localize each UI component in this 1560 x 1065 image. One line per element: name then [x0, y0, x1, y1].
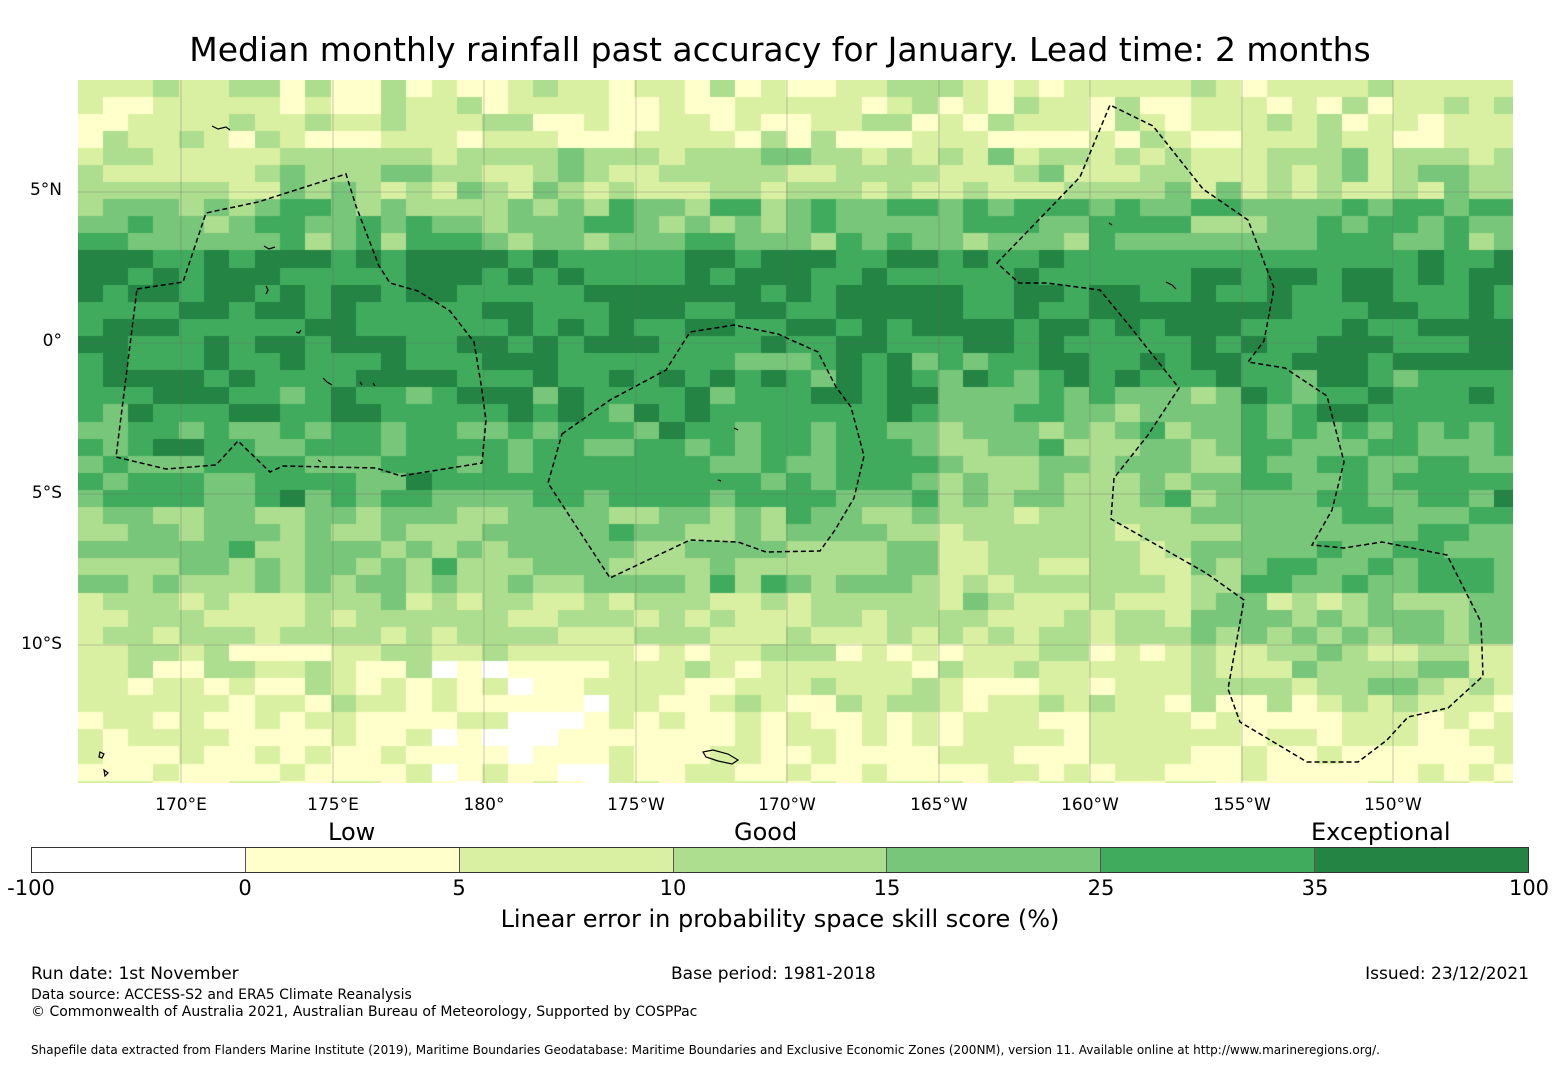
eez-tokelau	[547, 324, 865, 579]
colorbar-title: Linear error in probability space skill …	[500, 905, 1060, 933]
map-title: Median monthly rainfall past accuracy fo…	[189, 30, 1371, 69]
eez-kiribati-gilbert	[115, 173, 487, 477]
tick-label-15: 15	[873, 876, 901, 900]
skill-score-map[interactable]	[78, 80, 1513, 783]
tick-label-100: 100	[1508, 876, 1550, 900]
tick-label-neg100: -100	[7, 876, 55, 900]
lon-label-160w: 160°W	[1061, 795, 1119, 815]
colorbar-segment-2	[245, 848, 460, 872]
colorbar-segment-5	[887, 848, 1102, 872]
run-date: Run date: 1st November	[31, 964, 239, 984]
base-period: Base period: 1981-2018	[671, 964, 876, 984]
tick-label-10: 10	[659, 876, 687, 900]
lon-label-175w: 175°W	[607, 795, 665, 815]
skill-score-grid	[78, 80, 1513, 783]
gridlines	[78, 80, 1513, 783]
tick-label-0: 0	[238, 876, 252, 900]
colorbar-segment-6	[1101, 848, 1316, 872]
lon-label-165w: 165°W	[910, 795, 968, 815]
lon-label-170e: 170°E	[155, 795, 207, 815]
lat-label-0: 0°	[42, 331, 62, 351]
lat-label-10s: 10°S	[21, 634, 62, 654]
colorbar-segment-7	[1315, 848, 1529, 872]
colorbar-segment-3	[459, 848, 674, 872]
lon-label-175e: 175°E	[307, 795, 359, 815]
eez-kiribati-line	[995, 103, 1484, 763]
shapefile-credit: Shapefile data extracted from Flanders M…	[31, 1043, 1380, 1057]
category-exceptional: Exceptional	[1311, 818, 1451, 846]
colorbar-segment-1	[32, 848, 246, 872]
issued-date: Issued: 23/12/2021	[1365, 964, 1529, 984]
eez-boundaries	[115, 103, 1484, 763]
lon-label-150w: 150°W	[1364, 795, 1422, 815]
coastlines	[98, 125, 1177, 778]
data-source: Data source: ACCESS-S2 and ERA5 Climate …	[31, 987, 412, 1003]
lon-label-170w: 170°W	[758, 795, 816, 815]
tick-label-25: 25	[1087, 876, 1115, 900]
lon-label-180: 180°	[463, 795, 505, 815]
category-low: Low	[328, 818, 376, 846]
map-overlay	[78, 80, 1513, 783]
colorbar-segment-4	[673, 848, 888, 872]
tick-label-35: 35	[1301, 876, 1329, 900]
lat-label-5s: 5°S	[31, 483, 62, 503]
colorbar	[31, 847, 1529, 873]
lon-label-155w: 155°W	[1213, 795, 1271, 815]
lat-label-5n: 5°N	[29, 180, 62, 200]
category-good: Good	[734, 818, 798, 846]
tick-label-5: 5	[452, 876, 466, 900]
copyright: © Commonwealth of Australia 2021, Austra…	[31, 1004, 698, 1020]
